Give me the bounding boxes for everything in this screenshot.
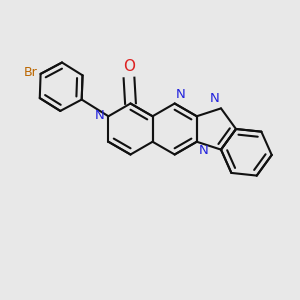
Text: N: N bbox=[210, 92, 220, 105]
Text: N: N bbox=[176, 88, 186, 101]
Text: N: N bbox=[95, 109, 105, 122]
Text: Br: Br bbox=[23, 66, 37, 79]
Text: N: N bbox=[199, 144, 209, 157]
Text: O: O bbox=[123, 58, 135, 74]
